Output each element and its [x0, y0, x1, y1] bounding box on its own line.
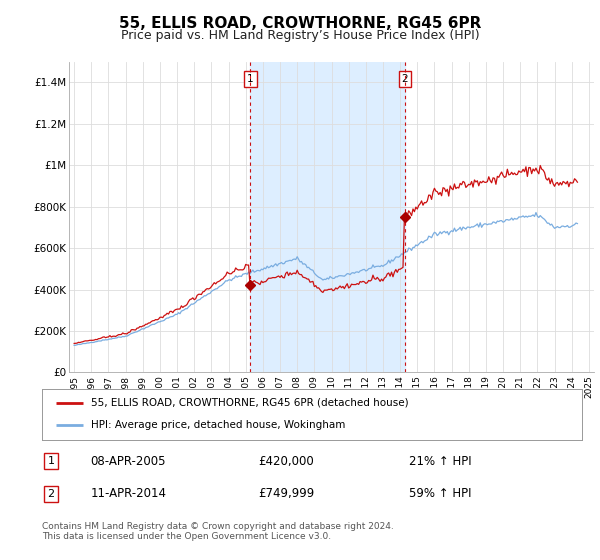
Text: 21% ↑ HPI: 21% ↑ HPI — [409, 455, 472, 468]
Text: 55, ELLIS ROAD, CROWTHORNE, RG45 6PR (detached house): 55, ELLIS ROAD, CROWTHORNE, RG45 6PR (de… — [91, 398, 408, 408]
Text: Contains HM Land Registry data © Crown copyright and database right 2024.
This d: Contains HM Land Registry data © Crown c… — [42, 522, 394, 542]
Text: 2: 2 — [47, 489, 55, 499]
Text: £749,999: £749,999 — [258, 487, 314, 500]
Text: 1: 1 — [247, 74, 254, 83]
Text: 08-APR-2005: 08-APR-2005 — [91, 455, 166, 468]
Text: 2: 2 — [401, 74, 408, 83]
Text: 1: 1 — [47, 456, 55, 466]
Bar — [250, 62, 405, 372]
Text: 55, ELLIS ROAD, CROWTHORNE, RG45 6PR: 55, ELLIS ROAD, CROWTHORNE, RG45 6PR — [119, 16, 481, 31]
Text: HPI: Average price, detached house, Wokingham: HPI: Average price, detached house, Woki… — [91, 421, 345, 431]
Text: Price paid vs. HM Land Registry’s House Price Index (HPI): Price paid vs. HM Land Registry’s House … — [121, 29, 479, 42]
Text: 59% ↑ HPI: 59% ↑ HPI — [409, 487, 472, 500]
Text: 11-APR-2014: 11-APR-2014 — [91, 487, 167, 500]
Text: £420,000: £420,000 — [258, 455, 314, 468]
